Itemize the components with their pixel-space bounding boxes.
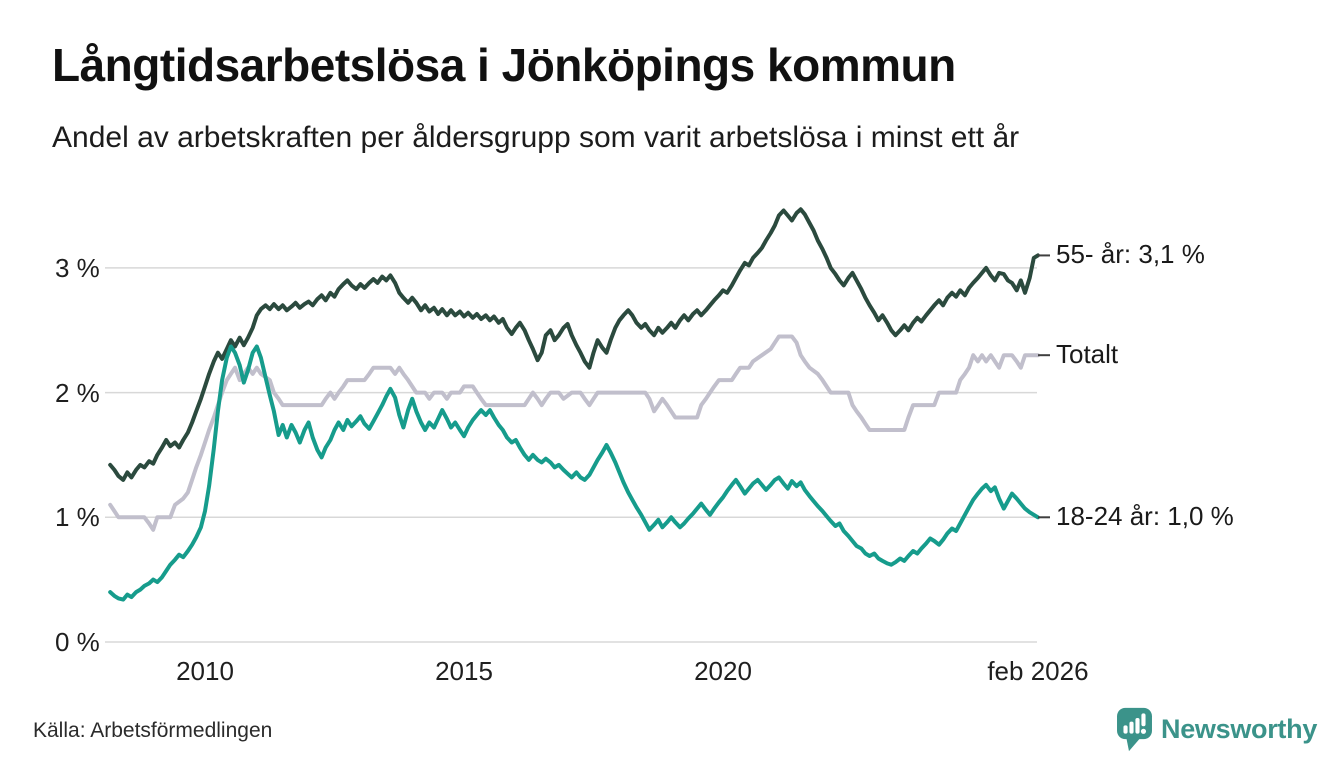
series-line-2-18-24-r [108,344,1040,602]
x-tick-label-3: feb 2026 [987,656,1089,686]
x-tick-label-2: 2020 [694,656,752,686]
page-title: Långtidsarbetslösa i Jönköpings kommun [52,39,956,91]
y-tick-label-0: 0 % [55,627,100,657]
source-note: Källa: Arbetsförmedlingen [33,719,273,742]
newsworthy-wordmark: Newsworthy [1161,713,1318,744]
newsworthy-speech-bubble-bar-chart-icon [1117,707,1152,752]
x-tick-label-1: 2015 [435,656,493,686]
series-end-label-0: Totalt [1056,339,1119,370]
y-tick-label-1: 1 % [55,502,100,533]
newsworthy-logo-link[interactable]: Newsworthy [1116,706,1317,752]
series-line-1-55-r [108,207,1040,482]
page-subtitle: Andel av arbetskraften per åldersgrupp s… [52,121,1020,154]
series-end-label-2: 18-24 år: 1,0 % [1056,501,1234,532]
series-end-ticks [1038,254,1050,519]
x-tick-label-0: 2010 [176,656,234,686]
y-tick-label-2: 2 % [55,377,100,408]
series-lines [108,207,1040,602]
gridlines [105,267,1037,643]
y-tick-label-3: 3 % [55,252,100,283]
series-end-label-1: 55- år: 3,1 % [1056,239,1205,270]
